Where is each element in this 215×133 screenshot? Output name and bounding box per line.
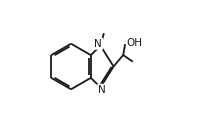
Text: N: N: [94, 39, 102, 49]
Text: OH: OH: [127, 38, 143, 48]
Text: N: N: [98, 85, 106, 95]
Text: N: N: [94, 39, 102, 49]
Text: N: N: [98, 85, 106, 95]
